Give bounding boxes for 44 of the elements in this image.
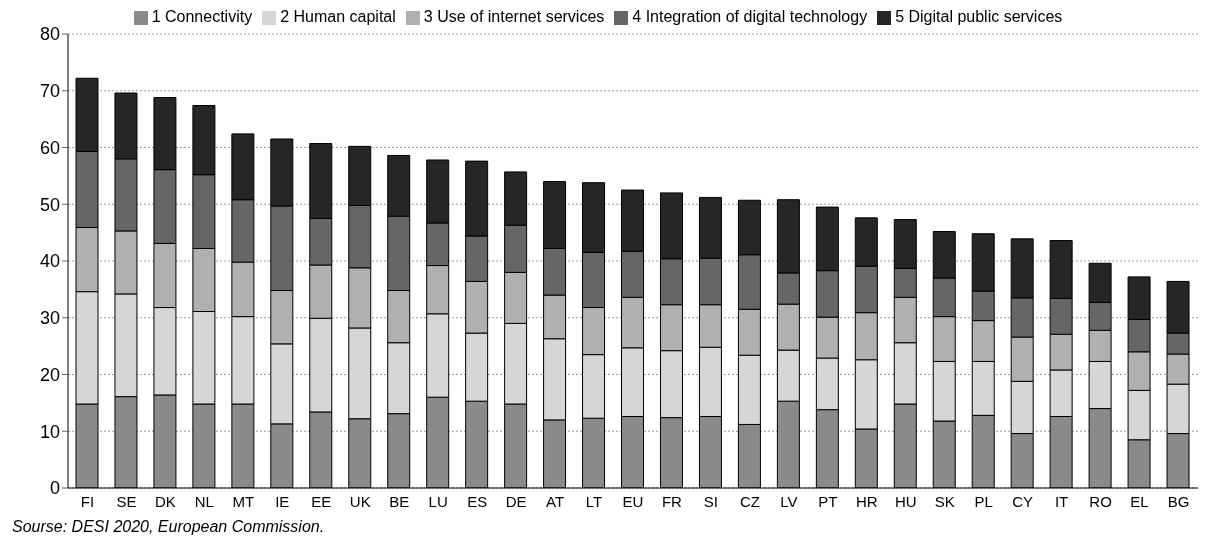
x-tick-label: CY <box>1012 492 1034 510</box>
x-tick-label: FI <box>80 492 95 510</box>
x-tick-label: PL <box>974 492 993 510</box>
x-tick-label: HR <box>855 492 878 510</box>
y-tick-label: 80 <box>39 24 60 45</box>
x-tick-label: FR <box>661 492 683 510</box>
legend-label: 2 Human capital <box>280 8 396 25</box>
y-tick-label: 0 <box>49 478 60 499</box>
x-tick-label: IE <box>275 492 290 510</box>
x-tick-label: SI <box>703 492 719 510</box>
x-tick-label: EU <box>622 492 644 510</box>
y-tick-label: 50 <box>39 194 60 215</box>
x-tick-label: HU <box>894 492 917 510</box>
legend-label: 1 Connectivity <box>151 8 253 25</box>
y-tick-label: 60 <box>39 137 60 158</box>
x-tick-label: SK <box>934 492 955 510</box>
x-tick-label: NL <box>194 492 214 510</box>
x-tick-label: RO <box>1089 492 1112 510</box>
x-tick-label: LV <box>780 492 798 510</box>
x-tick-label: EE <box>311 492 332 510</box>
x-tick-label: BG <box>1167 492 1190 510</box>
x-tick-label: MT <box>232 492 255 510</box>
legend-label: 4 Integration of digital technology <box>632 8 868 25</box>
x-tick-label: AT <box>546 492 565 510</box>
x-tick-label: SE <box>116 492 137 510</box>
x-tick-label: ES <box>467 492 488 510</box>
x-tick-label: PT <box>818 492 838 510</box>
legend-label: 5 Digital public services <box>895 8 1063 25</box>
x-tick-label: LU <box>428 492 448 510</box>
x-tick-label: DE <box>505 492 527 510</box>
x-tick-label: UK <box>349 492 371 510</box>
x-tick-label: DK <box>154 492 176 510</box>
y-tick-label: 10 <box>39 421 60 442</box>
y-tick-label: 30 <box>39 308 60 329</box>
y-tick-label: 70 <box>39 81 60 102</box>
x-tick-label: IT <box>1054 492 1069 510</box>
y-tick-label: 20 <box>39 364 60 385</box>
y-tick-label: 40 <box>39 251 60 272</box>
x-tick-label: EL <box>1130 492 1149 510</box>
legend-label: 3 Use of internet services <box>423 8 605 25</box>
x-tick-label: LT <box>585 492 603 510</box>
text: Sourse: DESI 2020, European Commission. <box>12 518 326 536</box>
x-tick-label: BE <box>389 492 410 510</box>
x-tick-label: CZ <box>739 492 760 510</box>
